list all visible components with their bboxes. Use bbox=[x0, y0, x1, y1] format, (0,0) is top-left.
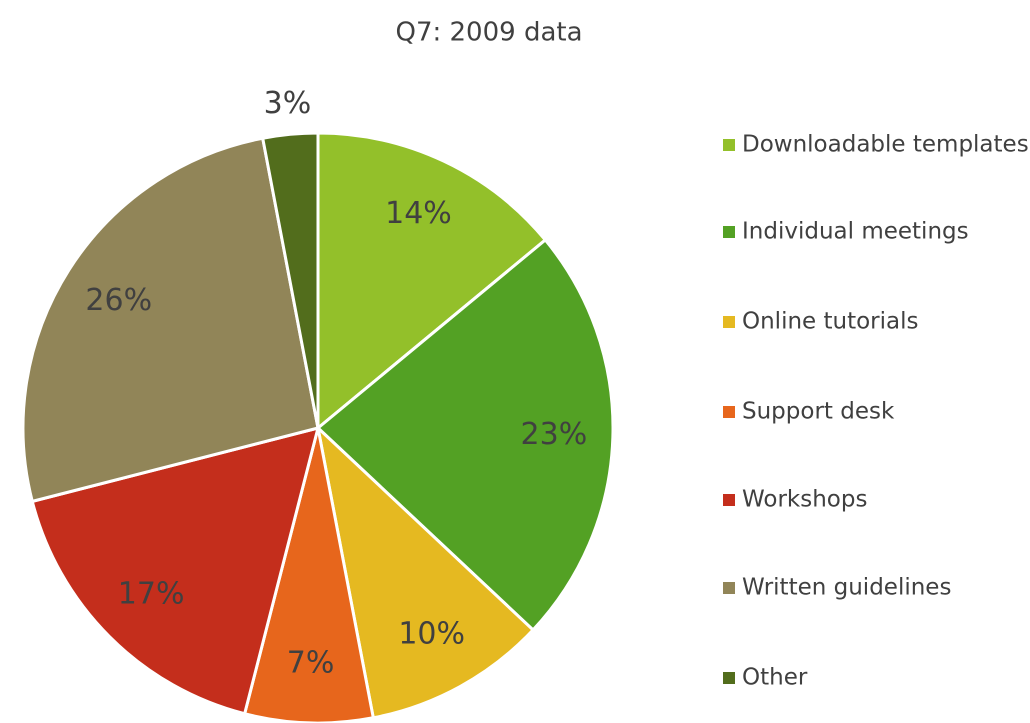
data-label: 23% bbox=[521, 417, 588, 452]
legend-label: Other bbox=[742, 665, 808, 691]
legend-swatch bbox=[723, 226, 735, 238]
data-label: 14% bbox=[385, 196, 452, 231]
legend-label: Support desk bbox=[742, 399, 895, 425]
legend-swatch bbox=[723, 406, 735, 418]
legend-swatch bbox=[723, 672, 735, 684]
legend-label: Downloadable templates bbox=[742, 132, 1029, 158]
data-label: 17% bbox=[118, 576, 185, 611]
legend-swatch bbox=[723, 139, 735, 151]
chart-title: Q7: 2009 data bbox=[395, 18, 582, 48]
legend-label: Online tutorials bbox=[742, 309, 919, 335]
pie-slice bbox=[315, 237, 615, 633]
legend-swatch bbox=[723, 494, 735, 506]
pie-slice bbox=[316, 131, 548, 432]
data-label: 7% bbox=[287, 645, 335, 680]
pie-slice bbox=[21, 136, 320, 504]
legend-swatch bbox=[723, 582, 735, 594]
legend-label: Written guidelines bbox=[742, 575, 951, 601]
legend-swatch bbox=[723, 316, 735, 328]
pie-slice bbox=[260, 131, 320, 429]
data-label: 10% bbox=[398, 616, 465, 651]
pie-slice bbox=[30, 425, 321, 716]
data-label: 3% bbox=[264, 86, 312, 121]
pie-slice bbox=[315, 423, 536, 720]
data-label: 26% bbox=[85, 283, 152, 318]
legend-label: Individual meetings bbox=[742, 219, 969, 245]
legend-label: Workshops bbox=[742, 487, 867, 513]
